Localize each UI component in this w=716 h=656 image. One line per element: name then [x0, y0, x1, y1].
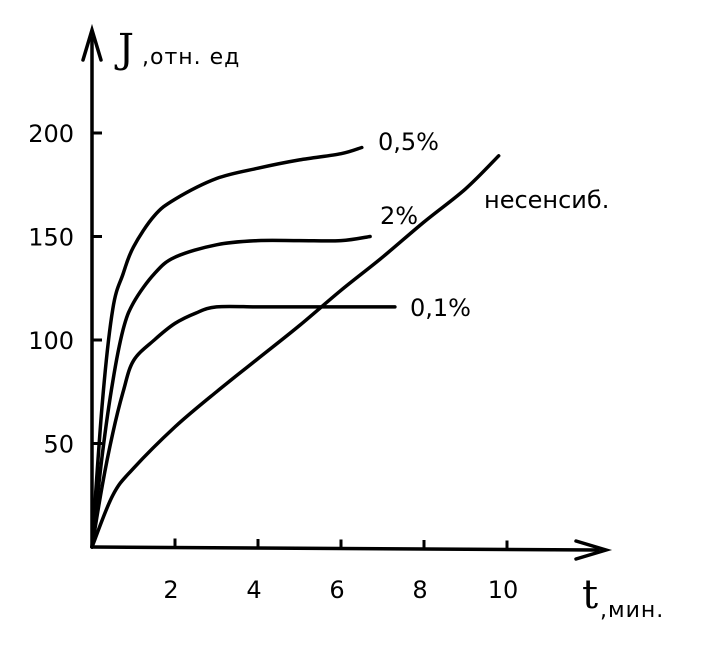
- x-tick-label: 8: [412, 576, 427, 604]
- series-label-0-5-percent: 0,5%: [378, 128, 439, 156]
- y-axis-title: J ,отн. ед: [114, 26, 240, 72]
- x-tick-label: 10: [488, 576, 519, 604]
- y-axis-title-unit: ,отн. ед: [142, 45, 240, 70]
- series-label-2-percent: 2%: [380, 202, 418, 230]
- series-line-0-5-percent: [90, 145, 364, 549]
- y-tick-label: 150: [28, 224, 74, 252]
- x-axis-arrow: [574, 539, 613, 561]
- series-lines: [90, 145, 501, 549]
- x-axis-title: t ,мин.: [582, 572, 664, 623]
- series-label-unsensitized: несенсиб.: [484, 186, 609, 214]
- y-axis-arrow: [81, 23, 103, 62]
- axes: [81, 23, 613, 561]
- x-axis-line: [90, 545, 600, 552]
- ticks: 50 100 150 200 2 4 6 8 10: [28, 120, 518, 604]
- x-tick-label: 6: [329, 576, 344, 604]
- series-line-unsensitized: [90, 154, 501, 549]
- series-label-0-1-percent: 0,1%: [410, 294, 471, 322]
- x-tick-label: 2: [163, 576, 178, 604]
- x-axis-title-unit: ,мин.: [600, 598, 664, 623]
- y-tick-label: 200: [28, 120, 74, 148]
- series-line-0-1-percent: [90, 304, 397, 549]
- y-tick-label: 50: [43, 431, 74, 459]
- y-tick-label: 100: [28, 327, 74, 355]
- x-tick-label: 4: [246, 576, 261, 604]
- series-labels: 0,5% 2% 0,1% несенсиб.: [378, 128, 609, 322]
- x-axis-title-symbol: t: [582, 572, 598, 618]
- y-axis-title-symbol: J: [114, 26, 134, 72]
- series-line-2-percent: [90, 234, 372, 549]
